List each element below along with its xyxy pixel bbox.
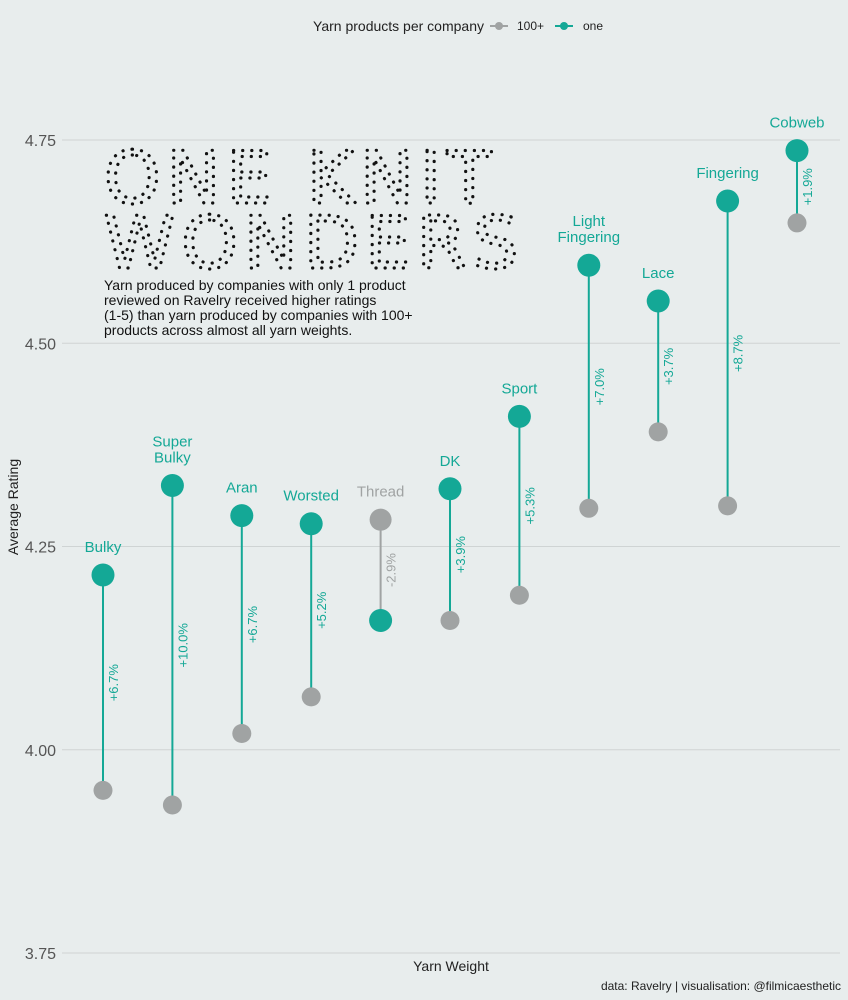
change-label: -2.9%	[384, 553, 399, 587]
category-group: Fingering +8.7%	[696, 165, 759, 516]
legend-title: Yarn products per company	[313, 18, 484, 34]
category-group: DK +3.9%	[438, 453, 468, 630]
category-label: Sport	[501, 380, 538, 397]
x-axis-title: Yarn Weight	[413, 958, 489, 974]
category-label: Fingering	[558, 229, 621, 246]
subtitle-line-1: Yarn produced by companies with only 1 p…	[104, 277, 406, 293]
point-one	[369, 608, 393, 632]
point-100plus	[579, 498, 599, 518]
point-100plus	[369, 508, 392, 531]
legend-label-100plus: 100+	[517, 19, 544, 33]
legend-key-one	[555, 22, 573, 30]
legend: Yarn products per company 100+ one	[313, 18, 603, 34]
point-one	[230, 504, 254, 528]
y-tick-label: 3.75	[25, 946, 56, 963]
change-label: +5.3%	[522, 487, 537, 525]
y-tick-label: 4.25	[25, 540, 56, 557]
change-label: +10.0%	[175, 623, 190, 668]
y-tick-label: 4.75	[25, 133, 56, 150]
point-100plus	[718, 496, 738, 516]
change-label: +3.9%	[453, 536, 468, 574]
point-100plus	[440, 610, 460, 630]
change-label: +6.7%	[245, 606, 260, 644]
category-label: DK	[440, 453, 461, 470]
category-label: Light	[573, 213, 606, 230]
point-100plus	[93, 780, 113, 800]
y-axis-title: Average Rating	[5, 459, 21, 555]
category-label: Cobweb	[769, 115, 824, 132]
category-group: Bulky +6.7%	[85, 539, 122, 800]
point-100plus	[787, 213, 807, 233]
point-one	[716, 189, 740, 213]
title-line-2: WONDERS	[104, 201, 524, 285]
category-group: Cobweb +1.9%	[769, 115, 825, 233]
point-one	[160, 474, 184, 498]
change-label: +7.0%	[592, 368, 607, 406]
subtitle-line-2: reviewed on Ravelry received higher rati…	[104, 292, 376, 308]
legend-label-one: one	[583, 19, 603, 33]
point-one	[438, 477, 462, 501]
category-group: Worsted +5.2%	[283, 488, 339, 707]
point-one	[646, 289, 670, 313]
point-100plus	[509, 585, 529, 605]
point-one	[507, 404, 531, 428]
y-tick-label: 4.00	[25, 743, 56, 760]
category-label: Super	[152, 434, 192, 451]
change-label: +1.9%	[800, 168, 815, 206]
point-one	[577, 253, 601, 277]
category-group: Lace +3.7%	[642, 265, 676, 442]
title-line-1: ONE KNIT	[104, 136, 497, 220]
category-label: Fingering	[696, 165, 759, 182]
category-group: Aran +6.7%	[226, 480, 260, 743]
category-group: Thread -2.9%	[357, 484, 405, 632]
point-one	[785, 139, 809, 163]
y-axis-tick-labels: 3.75 4.00 4.25 4.50 4.75	[25, 133, 56, 963]
change-label: +8.7%	[731, 334, 746, 372]
change-label: +5.2%	[314, 591, 329, 629]
chart-heading: ONE KNIT WONDERS Yarn produced by compan…	[102, 134, 524, 338]
subtitle-line-3: (1-5) than yarn produced by companies wi…	[104, 307, 413, 323]
change-label: +3.7%	[661, 347, 676, 385]
caption: data: Ravelry | visualisation: @filmicae…	[601, 979, 841, 993]
point-100plus	[648, 422, 668, 442]
category-label: Worsted	[283, 488, 339, 505]
category-group: Sport +5.3%	[501, 380, 538, 605]
dumbbell-marks: Bulky+6.7%SuperBulky+10.0%Aran+6.7%Worst…	[85, 115, 825, 815]
point-one	[299, 512, 323, 536]
category-label: Bulky	[85, 539, 122, 556]
y-tick-label: 4.50	[25, 336, 56, 353]
subtitle-line-4: products across almost all yarn weights.	[104, 322, 352, 338]
point-100plus	[301, 687, 321, 707]
point-100plus	[162, 795, 182, 815]
legend-key-100plus	[490, 22, 508, 30]
category-label: Thread	[357, 484, 405, 501]
category-label: Bulky	[154, 450, 191, 467]
point-100plus	[232, 723, 252, 743]
category-label: Aran	[226, 480, 258, 497]
point-one	[91, 563, 115, 587]
change-label: +6.7%	[106, 664, 121, 702]
category-label: Lace	[642, 265, 675, 282]
